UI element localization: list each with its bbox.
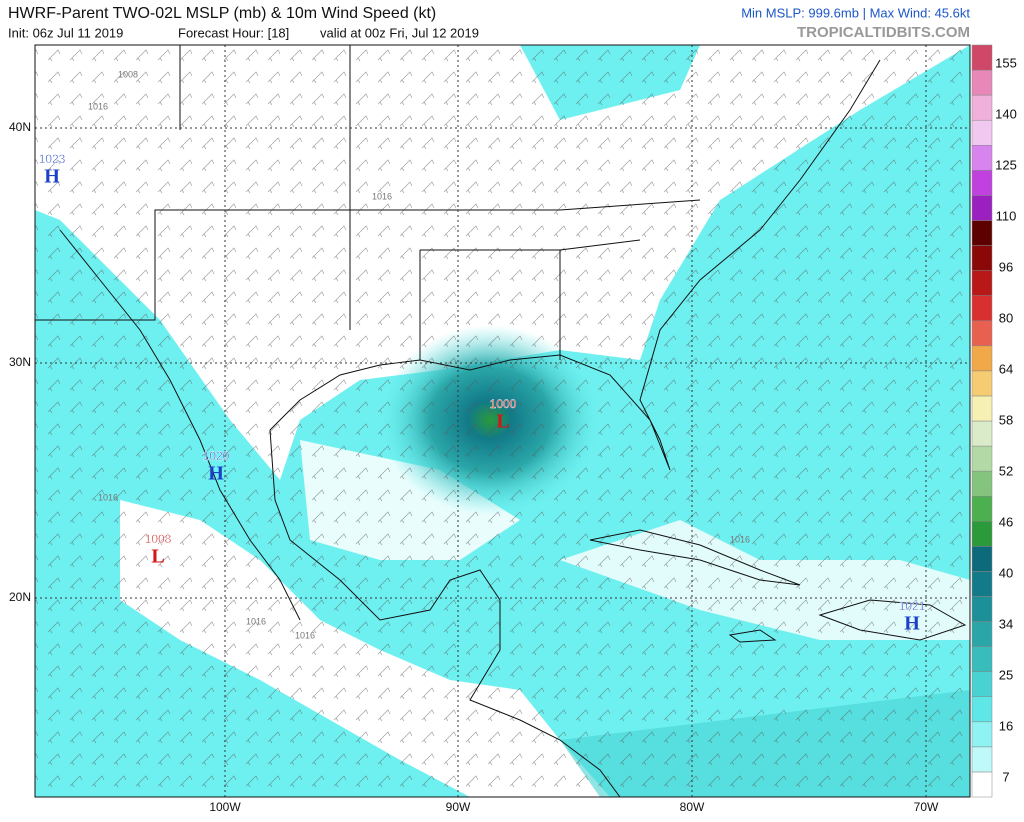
colorbar-swatch xyxy=(971,420,993,447)
colorbar-swatch xyxy=(971,696,993,723)
colorbar-label: 96 xyxy=(999,259,1013,274)
valid-time: valid at 00z Fri, Jul 12 2019 xyxy=(320,25,479,40)
colorbar-swatch xyxy=(971,546,993,572)
pressure-value: 1000 xyxy=(490,397,517,411)
colorbar-swatch xyxy=(971,145,993,171)
colorbar-label: 64 xyxy=(999,361,1013,376)
colorbar-swatch xyxy=(971,345,993,372)
colorbar-swatch xyxy=(971,119,993,146)
colorbar-swatch xyxy=(971,521,993,547)
graticule xyxy=(35,45,970,797)
map: 1023H1020H1008L1000L1021H100810161016101… xyxy=(35,45,970,797)
colorbar-swatch xyxy=(971,94,993,121)
colorbar-label: 34 xyxy=(999,616,1013,631)
isobar-label: 1016 xyxy=(246,616,266,626)
isobar-label: 1008 xyxy=(118,69,138,79)
colorbar-label: 110 xyxy=(996,208,1017,223)
isobar-label: 1016 xyxy=(730,534,750,544)
colorbar-swatch xyxy=(971,195,993,221)
colorbar-label: 40 xyxy=(999,565,1013,580)
labels: 40N 30N 20N 100W 90W 80W 70W xyxy=(9,120,939,814)
title: HWRF-Parent TWO-02L MSLP (mb) & 10m Wind… xyxy=(8,5,436,22)
colorbar-swatch xyxy=(971,370,993,397)
colorbar-swatch xyxy=(971,69,993,96)
colorbar-label: 46 xyxy=(999,514,1013,529)
pressure-center: L xyxy=(496,411,509,433)
lat-label: 40N xyxy=(9,120,31,134)
colorbar-label: 155 xyxy=(995,55,1017,70)
colorbar-label: 52 xyxy=(999,463,1013,478)
colorbar-swatch xyxy=(971,646,993,672)
colorbar-label: 125 xyxy=(995,157,1017,172)
stats: Min MSLP: 999.6mb | Max Wind: 45.6kt xyxy=(741,5,970,20)
lon-label: 90W xyxy=(446,800,471,814)
colorbar-swatch xyxy=(971,395,993,422)
colorbar-swatch xyxy=(971,44,993,71)
pressure-value: 1023 xyxy=(39,152,66,166)
pressure-center: H xyxy=(44,166,60,188)
lon-label: 70W xyxy=(914,800,939,814)
colorbar-swatch xyxy=(971,470,993,497)
colorbar-swatch xyxy=(971,320,993,347)
pressure-center: H xyxy=(904,613,920,635)
forecast-hour: Forecast Hour: [18] xyxy=(178,25,289,40)
colorbar-swatch xyxy=(971,220,993,246)
lon-label: 100W xyxy=(209,800,241,814)
colorbar: 7 16 25 34 40 46 52 58 64 80 96 110 125 140 155 xyxy=(971,44,1017,798)
colorbar-swatch xyxy=(971,245,993,271)
isobar-label: 1016 xyxy=(372,191,392,201)
colorbar-swatch xyxy=(971,571,993,597)
pressure-value: 1020 xyxy=(203,449,230,463)
colorbar-swatch xyxy=(971,771,993,798)
colorbar-swatch xyxy=(971,170,993,196)
colorbar-swatch xyxy=(971,270,993,296)
pressure-value: 1008 xyxy=(145,532,172,546)
colorbar-swatch xyxy=(971,295,993,321)
isobar-label: 1016 xyxy=(88,101,108,111)
pressure-center: H xyxy=(208,463,224,485)
colorbar-swatch xyxy=(971,721,993,748)
colorbar-swatch xyxy=(971,495,993,522)
colorbar-swatch xyxy=(971,746,993,773)
pressure-value: 1021 xyxy=(899,599,926,613)
credit: TROPICALTIDBITS.COM xyxy=(797,24,970,41)
map-frame xyxy=(34,44,971,798)
isobar-label: 1016 xyxy=(98,492,118,502)
lon-label: 80W xyxy=(680,800,705,814)
pressure-center: L xyxy=(151,546,164,568)
init: Init: 06z Jul 11 2019 xyxy=(8,25,123,40)
colorbar-swatch xyxy=(971,596,993,622)
coastlines xyxy=(35,45,967,797)
colorbar-swatch xyxy=(971,621,993,647)
colorbar-label: 58 xyxy=(999,412,1013,427)
colorbar-swatch xyxy=(971,671,993,697)
colorbar-swatch xyxy=(971,445,993,472)
colorbar-label: 80 xyxy=(999,310,1013,325)
lat-label: 30N xyxy=(9,355,31,369)
colorbar-label: 16 xyxy=(999,718,1013,733)
lat-label: 20N xyxy=(9,590,31,604)
colorbar-label: 7 xyxy=(1002,769,1009,784)
isobar-label: 1016 xyxy=(295,630,315,640)
colorbar-label: 140 xyxy=(995,106,1017,121)
colorbar-label: 25 xyxy=(999,667,1013,682)
